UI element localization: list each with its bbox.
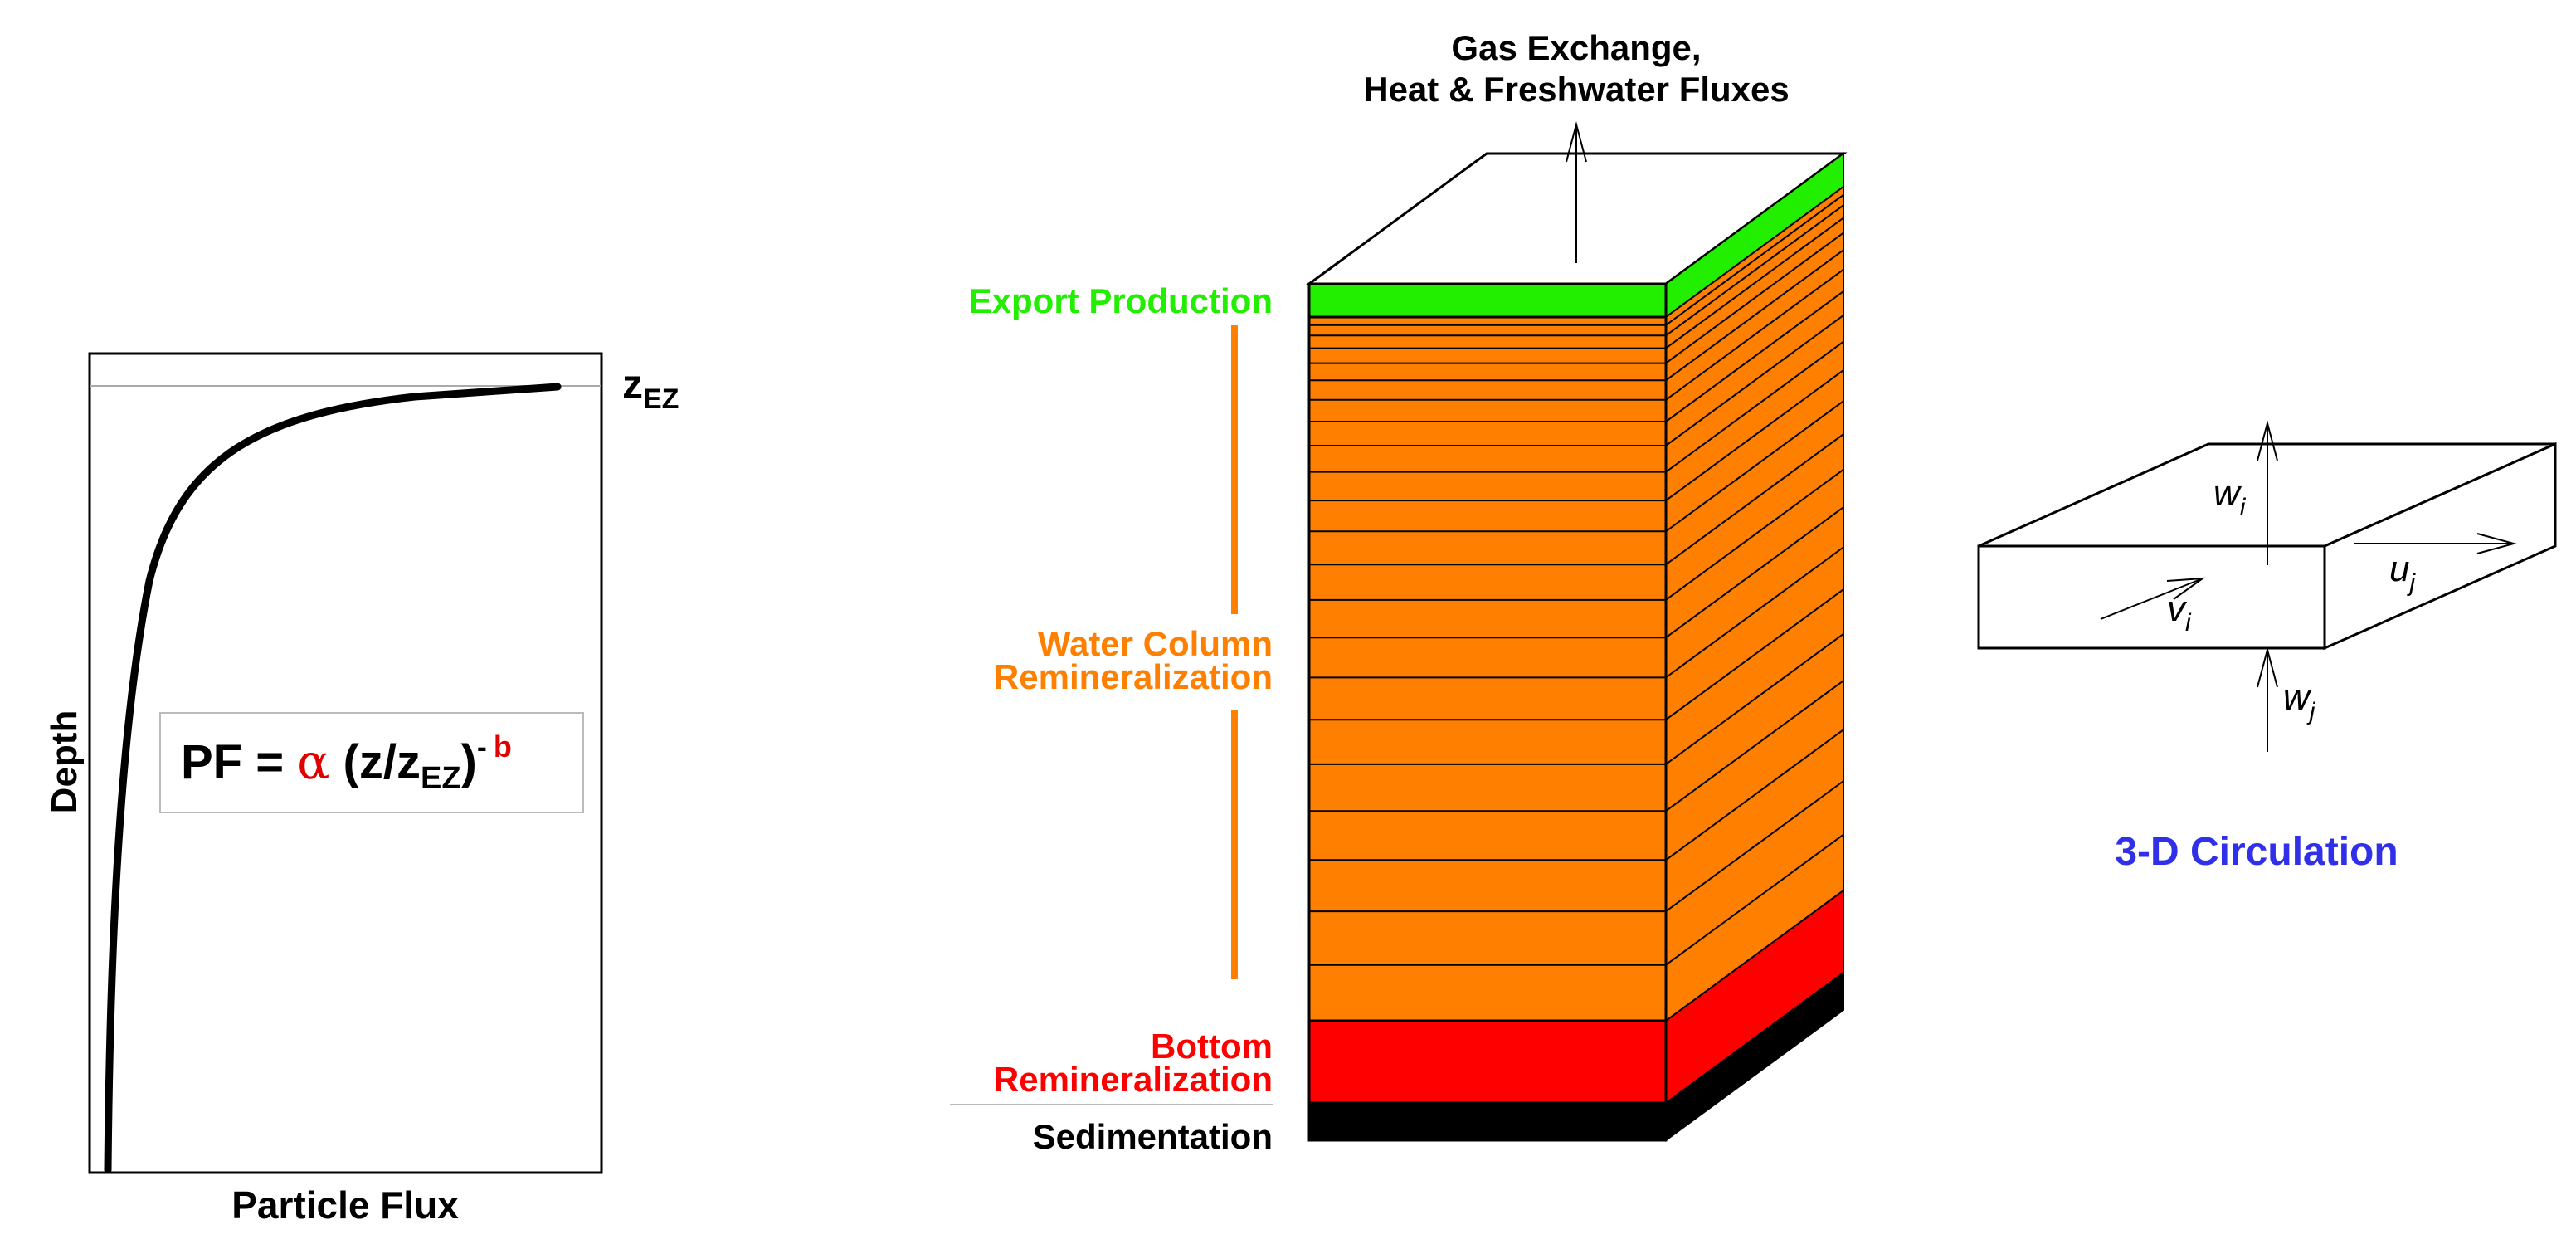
- wj-label: wj: [2283, 677, 2316, 725]
- gas-exchange-arrowhead: [1566, 121, 1587, 163]
- water-layer-boundary-side: [1665, 546, 1844, 679]
- circulation-front-face: [1977, 544, 2326, 650]
- wi-arrowhead: [2257, 420, 2278, 461]
- water-layer-boundary-side: [1665, 833, 1844, 966]
- export-production-label: Export Production: [969, 281, 1273, 320]
- formula-box: [159, 712, 584, 813]
- sedimentation-label: Sedimentation: [1033, 1117, 1273, 1156]
- wi-label: wi: [2213, 473, 2247, 521]
- water-layer-boundary-side: [1665, 193, 1844, 326]
- vi-arrowhead: [2166, 577, 2206, 600]
- water-layer-boundary-side: [1665, 340, 1844, 473]
- heat-freshwater-label: Heat & Freshwater Fluxes: [1363, 70, 1790, 109]
- water-layer-boundary-side: [1665, 680, 1844, 812]
- column-front-export: [1307, 282, 1668, 319]
- water-layer-boundary-side: [1665, 400, 1844, 533]
- zez-label: zEZ: [622, 361, 679, 415]
- water-layer-boundary-side: [1665, 469, 1844, 601]
- particle-flux-curve: [104, 383, 562, 1174]
- column-front-bottom: [1307, 1019, 1668, 1105]
- circulation-title: 3-D Circulation: [2115, 830, 2398, 874]
- water-column-label: Water Column: [1038, 624, 1273, 663]
- water-layer-boundary-side: [1665, 369, 1844, 501]
- profile-plot-frame: [88, 352, 603, 1174]
- water-layer-boundary-side: [1665, 217, 1844, 349]
- y-axis-label: Depth: [44, 710, 85, 814]
- bottom-label: Bottom: [1151, 1027, 1273, 1066]
- water-layer-boundary-side: [1665, 780, 1844, 912]
- particle-flux-profile: zEZ Depth Particle Flux PF = α (z/zEZ)- b: [44, 352, 679, 1227]
- column-front-water: [1307, 315, 1668, 1022]
- water-layer-boundary-side: [1665, 633, 1844, 765]
- water-layer-boundary-side: [1665, 315, 1844, 446]
- water-layer-boundary-side: [1665, 249, 1844, 382]
- bottom-remineralization-label: Remineralization: [994, 1060, 1273, 1099]
- water-remineralization-label: Remineralization: [994, 657, 1273, 696]
- water-layer-boundary-side: [1665, 729, 1844, 861]
- water-layer-boundary-side: [1665, 268, 1844, 401]
- vi-label: vi: [2167, 588, 2192, 637]
- wj-arrowhead: [2257, 646, 2278, 688]
- power-law-formula: PF = α (z/zEZ)- b: [181, 729, 512, 796]
- ocean-column: Gas Exchange, Heat & Freshwater Fluxes E…: [950, 28, 1848, 1156]
- circulation-box: wi wj vi uj 3-D Circulation: [1977, 420, 2557, 874]
- water-layer-boundary-side: [1665, 588, 1844, 721]
- column-front-sediment: [1307, 1101, 1668, 1142]
- water-layer-lines: [1309, 193, 1844, 966]
- water-layer-boundary-side: [1665, 290, 1844, 422]
- water-layer-boundary-side: [1665, 204, 1844, 337]
- uj-arrowhead: [2476, 533, 2517, 554]
- water-layer-boundary-side: [1665, 506, 1844, 639]
- vi-arrow: [2100, 578, 2203, 620]
- x-axis-label: Particle Flux: [231, 1183, 459, 1227]
- water-layer-boundary-side: [1665, 232, 1844, 364]
- water-layer-boundary-side: [1665, 433, 1844, 565]
- gas-exchange-label: Gas Exchange,: [1451, 28, 1701, 67]
